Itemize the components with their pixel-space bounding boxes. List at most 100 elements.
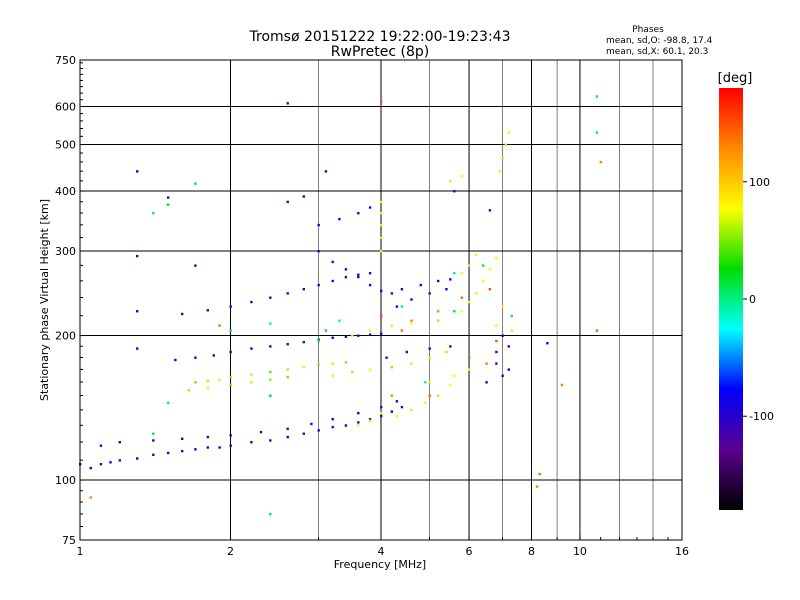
data-point: [357, 334, 360, 337]
data-point: [449, 383, 452, 387]
data-point: [380, 212, 383, 215]
data-point: [187, 389, 191, 392]
data-point: [344, 275, 348, 279]
data-point: [410, 408, 413, 412]
data-point: [468, 356, 471, 359]
data-point: [495, 339, 498, 343]
data-point: [194, 182, 197, 185]
data-point: [118, 459, 121, 462]
data-point: [310, 422, 313, 426]
data-point: [351, 334, 354, 337]
data-point: [136, 310, 139, 313]
data-point: [206, 446, 209, 449]
data-point: [344, 335, 348, 338]
data-point: [152, 432, 155, 435]
data-point: [269, 345, 272, 348]
data-point: [357, 411, 360, 415]
data-point: [368, 283, 372, 287]
data-point: [395, 400, 399, 403]
x-tick-label: 10: [573, 545, 587, 558]
data-point: [428, 381, 431, 384]
data-point: [501, 334, 504, 337]
data-point: [181, 437, 184, 440]
data-point: [485, 362, 488, 365]
data-point: [229, 383, 232, 387]
data-point: [428, 347, 431, 350]
data-point: [460, 296, 464, 299]
data-point: [99, 463, 103, 466]
data-point: [495, 350, 498, 354]
data-point: [380, 411, 383, 415]
data-point: [510, 314, 513, 318]
data-point: [482, 264, 485, 267]
data-point: [453, 272, 456, 275]
data-point: [488, 209, 492, 212]
data-point: [206, 309, 209, 312]
data-point: [331, 418, 334, 421]
data-point: [453, 190, 456, 193]
colorbar-label: [deg]: [718, 71, 753, 86]
chart-title: Tromsø 20151222 19:22:00-19:23:43: [249, 29, 511, 45]
data-point: [136, 347, 139, 350]
data-point: [250, 347, 253, 350]
data-point: [595, 131, 599, 134]
data-point: [504, 143, 507, 146]
data-point: [206, 386, 209, 389]
data-point: [194, 264, 197, 267]
data-point: [400, 305, 404, 308]
data-point: [501, 374, 504, 377]
data-point: [136, 170, 139, 173]
data-point: [460, 310, 464, 313]
data-point: [380, 100, 383, 103]
data-point: [331, 374, 334, 377]
colorbar-gradient: [719, 88, 743, 510]
data-point: [286, 102, 289, 105]
data-point: [181, 449, 184, 453]
phase-stats: Phases mean, sd,O: -98.8, 17.4 mean, sd,…: [606, 25, 713, 57]
colorbar: [deg] 100 0 -100: [718, 71, 774, 510]
y-tick-label: 500: [55, 139, 76, 152]
data-point: [380, 405, 383, 409]
data-point: [344, 268, 348, 271]
data-point: [338, 319, 341, 322]
data-point: [109, 461, 112, 464]
data-point: [269, 370, 272, 374]
data-point: [380, 314, 383, 318]
data-point: [460, 272, 464, 275]
data-point: [331, 279, 334, 283]
y-tick-label: 600: [55, 101, 76, 114]
x-tick-label: 16: [675, 545, 689, 558]
data-point: [419, 283, 422, 287]
data-point: [395, 305, 399, 308]
data-point: [380, 289, 383, 293]
data-point: [546, 342, 549, 345]
data-point: [495, 324, 498, 327]
data-point: [485, 381, 488, 384]
data-point: [535, 485, 539, 488]
data-point: [368, 418, 372, 421]
data-point: [302, 195, 305, 198]
data-point: [344, 361, 348, 364]
data-point: [331, 260, 334, 264]
data-point: [286, 200, 289, 204]
data-point: [595, 95, 599, 98]
data-point: [424, 401, 427, 404]
data-point: [194, 381, 197, 384]
data-point: [410, 319, 413, 322]
x-tick-label: 2: [227, 545, 234, 558]
data-point: [475, 292, 478, 295]
data-point: [229, 329, 232, 332]
data-point: [400, 288, 404, 291]
data-point: [302, 366, 305, 369]
data-point: [331, 362, 334, 365]
data-point: [400, 405, 404, 409]
data-point: [269, 378, 272, 381]
data-point: [218, 378, 221, 381]
data-point: [510, 329, 513, 332]
data-point: [507, 345, 510, 348]
data-point: [181, 312, 184, 316]
data-point: [380, 200, 383, 204]
data-point: [89, 496, 92, 499]
data-point: [428, 394, 431, 397]
